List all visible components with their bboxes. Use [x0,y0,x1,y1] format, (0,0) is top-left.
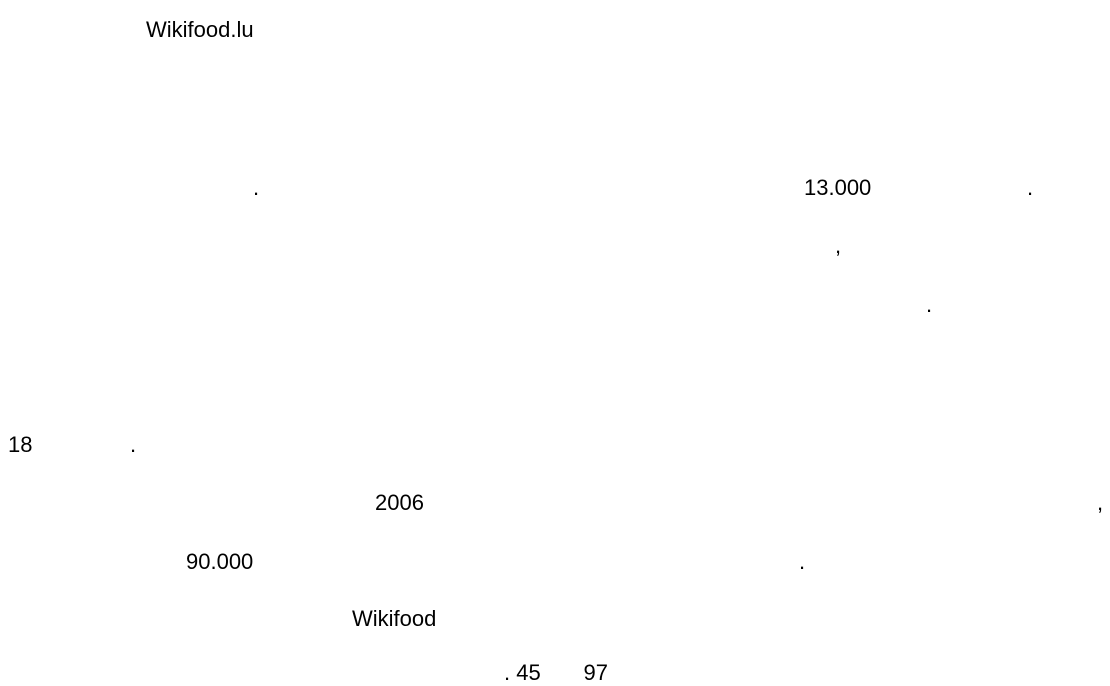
paragraph1-number: 13.000 [804,175,871,201]
paragraph2-brand: Wikifood [352,606,436,632]
paragraph2-number-2: 90.000 [186,549,253,575]
paragraph1-period-1: . [253,175,259,201]
paragraph2-number: 18 [8,432,32,458]
paragraph1-period-2: . [1027,175,1033,201]
paragraph2-period-1: . [130,432,136,458]
paragraph2-ending: . 45 97 [504,660,608,686]
paragraph1-comma: , [835,233,841,259]
paragraph2-comma: , [1097,490,1103,516]
paragraph1-period-3: . [926,292,932,318]
paragraph2-year: 2006 [375,490,424,516]
paragraph2-period-2: . [799,549,805,575]
document-title: Wikifood.lu [146,17,254,43]
